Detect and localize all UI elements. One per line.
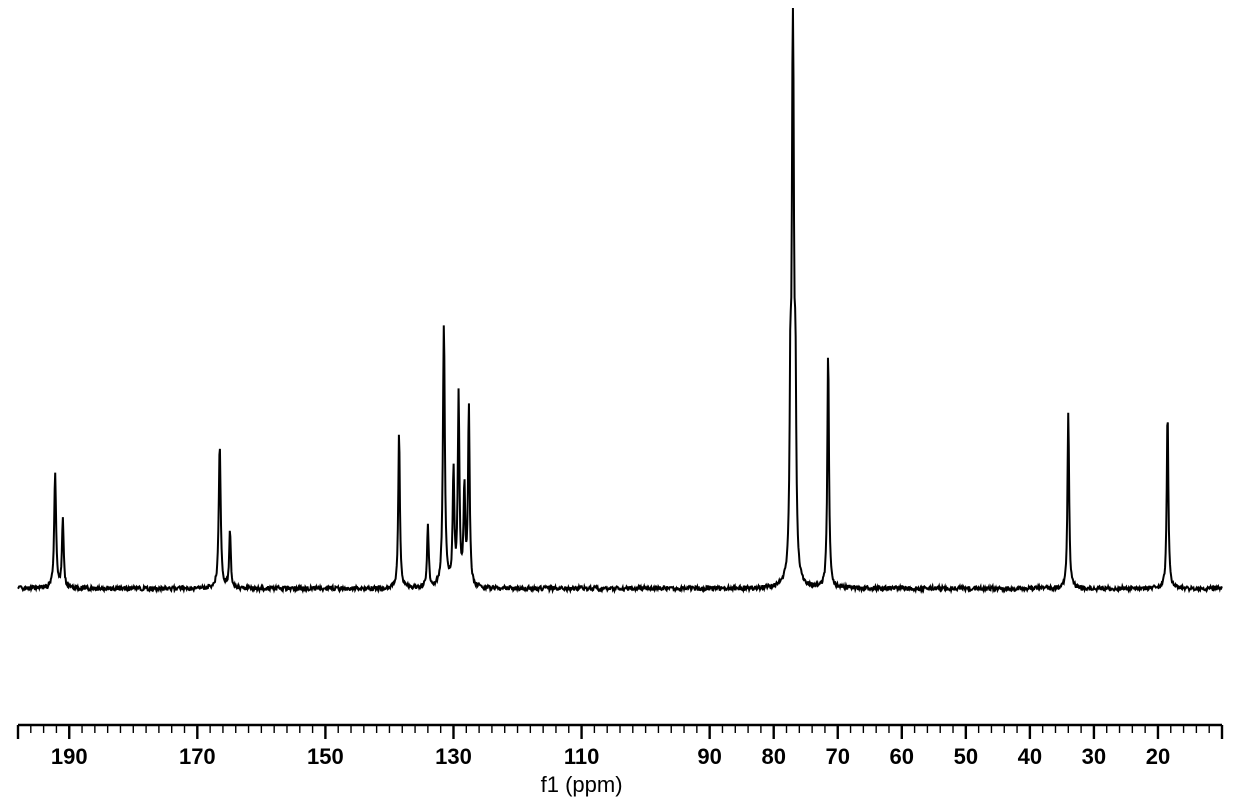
x-axis-label: f1 (ppm) <box>541 772 623 797</box>
x-tick-label: 130 <box>435 744 472 769</box>
x-tick-label: 190 <box>51 744 88 769</box>
x-tick-label: 30 <box>1082 744 1106 769</box>
x-tick-label: 60 <box>890 744 914 769</box>
x-tick-label: 20 <box>1146 744 1170 769</box>
x-tick-label: 170 <box>179 744 216 769</box>
spectrum-trace <box>18 8 1222 591</box>
x-tick-label: 90 <box>697 744 721 769</box>
x-tick-label: 110 <box>564 744 600 769</box>
x-axis: 190 170 150 130 110 90 80 70 60 50 40 30 20 <box>18 725 1222 769</box>
x-tick-label: 150 <box>307 744 344 769</box>
x-tick-label: 80 <box>761 744 785 769</box>
nmr-spectrum-chart: 190 170 150 130 110 90 80 70 60 50 40 30 20 f1 (ppm) <box>0 0 1240 805</box>
x-tick-label: 70 <box>826 744 850 769</box>
x-tick-label: 40 <box>1018 744 1042 769</box>
spectrum-svg: 190 170 150 130 110 90 80 70 60 50 40 30 20 f1 (ppm) <box>0 0 1240 805</box>
x-tick-label: 50 <box>954 744 978 769</box>
